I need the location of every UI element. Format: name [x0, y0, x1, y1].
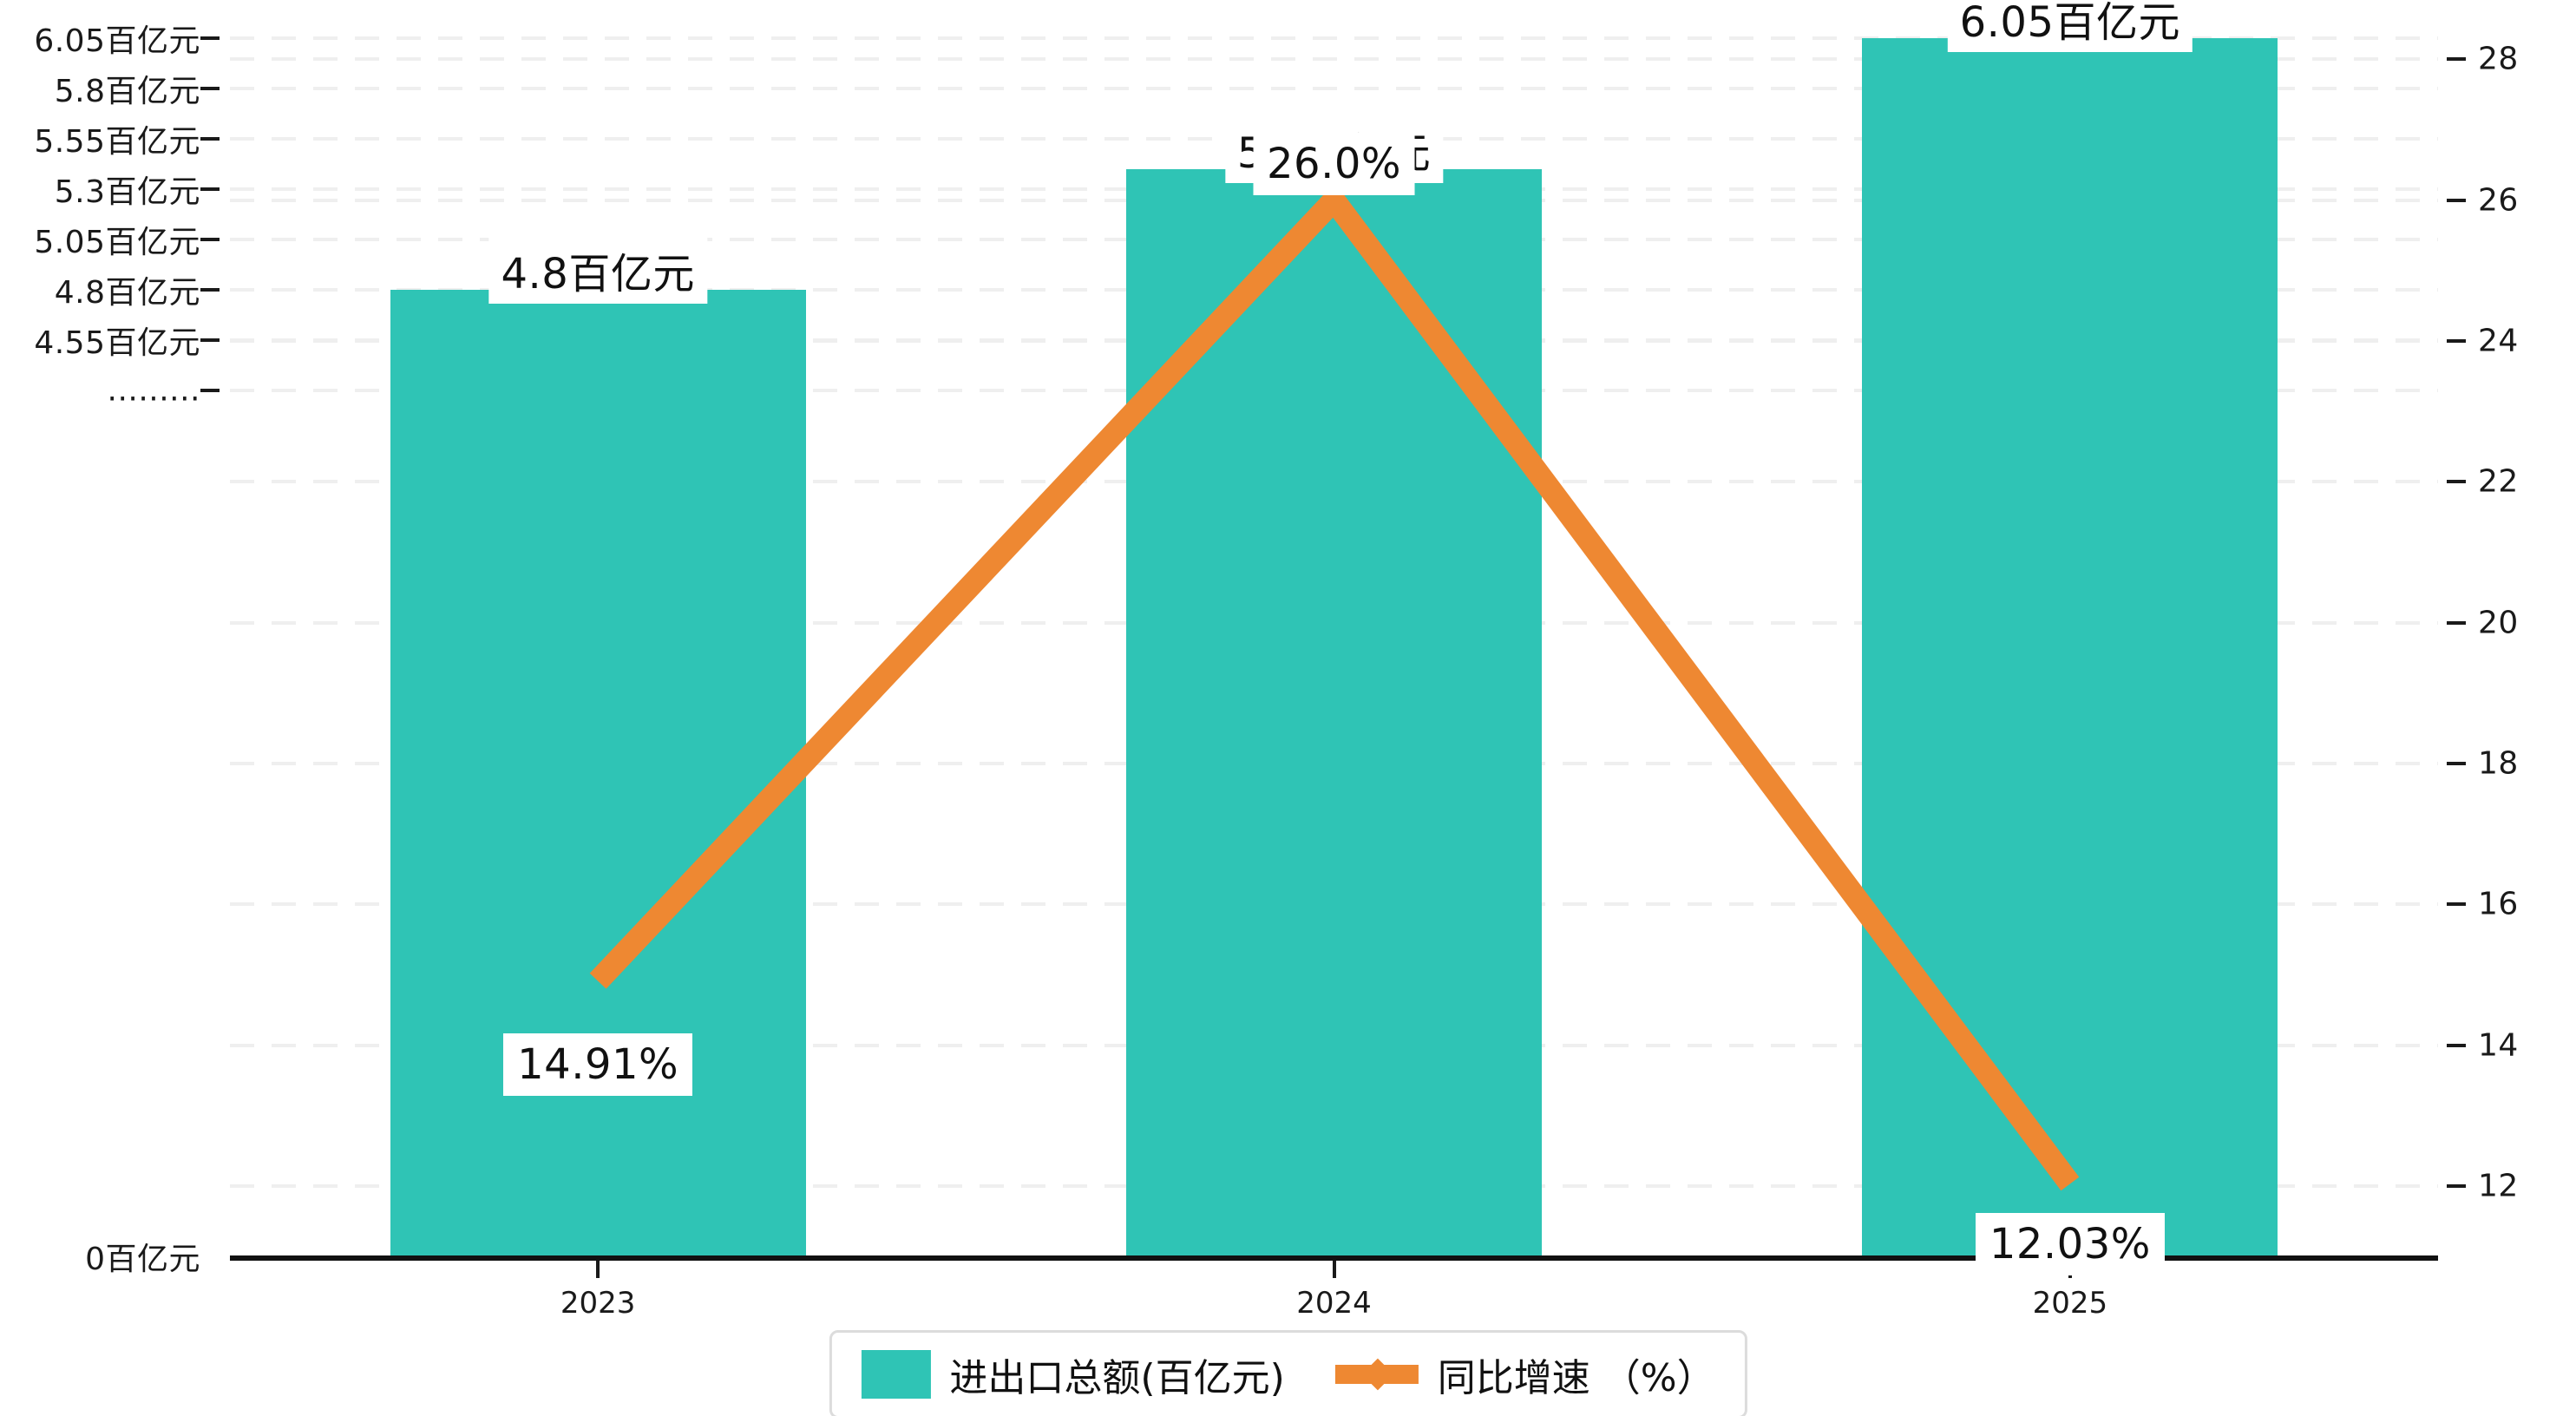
right-y-tick-mark: [2447, 198, 2466, 202]
left-y-tick-mark: [200, 238, 220, 242]
x-axis-line: [230, 1255, 2438, 1261]
left-y-tick-mark: [200, 137, 220, 141]
right-y-tick-mark: [2447, 902, 2466, 907]
bar-value-label: 6.05百亿元: [1947, 0, 2193, 52]
left-y-tick-label: 5.05百亿元: [34, 225, 200, 261]
right-y-tick-label: 14: [2478, 1027, 2519, 1064]
right-y-tick-mark: [2447, 761, 2466, 765]
right-y-tick-mark: [2447, 57, 2466, 62]
chart-legend[interactable]: 进出口总额(百亿元) 同比增速 （%）: [829, 1330, 1747, 1416]
x-tick-mark: [596, 1261, 600, 1278]
right-y-tick-label: 18: [2478, 745, 2519, 782]
right-y-tick-label: 20: [2478, 605, 2519, 641]
x-tick-label: 2025: [2032, 1286, 2108, 1321]
left-y-tick-label: 0百亿元: [85, 1242, 200, 1277]
right-y-tick-mark: [2447, 620, 2466, 625]
line-series: [589, 182, 2080, 1191]
left-y-tick-mark: [200, 36, 220, 40]
gridline: [230, 57, 2438, 62]
bar[interactable]: [1862, 38, 2278, 1256]
left-y-tick-label: .........: [107, 372, 200, 409]
left-y-tick-label: 5.8百亿元: [54, 74, 200, 110]
x-tick-mark: [1332, 1261, 1336, 1278]
right-y-tick-mark: [2447, 480, 2466, 484]
line-value-label: 26.0%: [1253, 132, 1415, 195]
left-y-tick-mark: [200, 389, 220, 393]
growth-rate-line: [589, 182, 2080, 1191]
legend-item-line-label: 同比增速 （%）: [1437, 1356, 1715, 1400]
legend-bar-swatch-icon: [861, 1350, 931, 1399]
line-value-label: 14.91%: [503, 1032, 693, 1096]
gridline: [230, 36, 2438, 40]
x-tick-label: 2024: [1296, 1286, 1372, 1321]
right-y-tick-mark: [2447, 338, 2466, 343]
left-y-tick-label: 5.55百亿元: [34, 124, 200, 161]
right-y-tick-label: 28: [2478, 41, 2519, 77]
left-y-tick-mark: [200, 87, 220, 91]
left-y-tick-label: 4.8百亿元: [54, 275, 200, 311]
right-y-tick-label: 22: [2478, 463, 2519, 500]
legend-line-swatch-icon: [1335, 1350, 1419, 1399]
legend-item-line[interactable]: 同比增速 （%）: [1335, 1347, 1715, 1402]
legend-item-bar-label: 进出口总额(百亿元): [949, 1356, 1285, 1400]
left-y-tick-mark: [200, 338, 220, 343]
gridline: [230, 87, 2438, 91]
right-y-tick-label: 26: [2478, 182, 2519, 219]
left-y-tick-label: 6.05百亿元: [34, 23, 200, 59]
plot-area: [230, 36, 2438, 1256]
right-y-tick-mark: [2447, 1183, 2466, 1188]
left-y-tick-label: 5.3百亿元: [54, 174, 200, 211]
right-y-tick-label: 24: [2478, 323, 2519, 359]
left-y-tick-mark: [200, 187, 220, 192]
left-y-tick-label: 4.55百亿元: [34, 325, 200, 362]
right-y-tick-mark: [2447, 1043, 2466, 1047]
right-y-tick-label: 16: [2478, 886, 2519, 922]
legend-item-bar[interactable]: 进出口总额(百亿元): [861, 1347, 1285, 1402]
line-value-label: 12.03%: [1975, 1213, 2165, 1276]
x-tick-label: 2023: [560, 1286, 636, 1321]
right-y-tick-label: 12: [2478, 1168, 2519, 1204]
left-y-tick-mark: [200, 288, 220, 292]
bar-value-label: 4.8百亿元: [488, 236, 707, 305]
